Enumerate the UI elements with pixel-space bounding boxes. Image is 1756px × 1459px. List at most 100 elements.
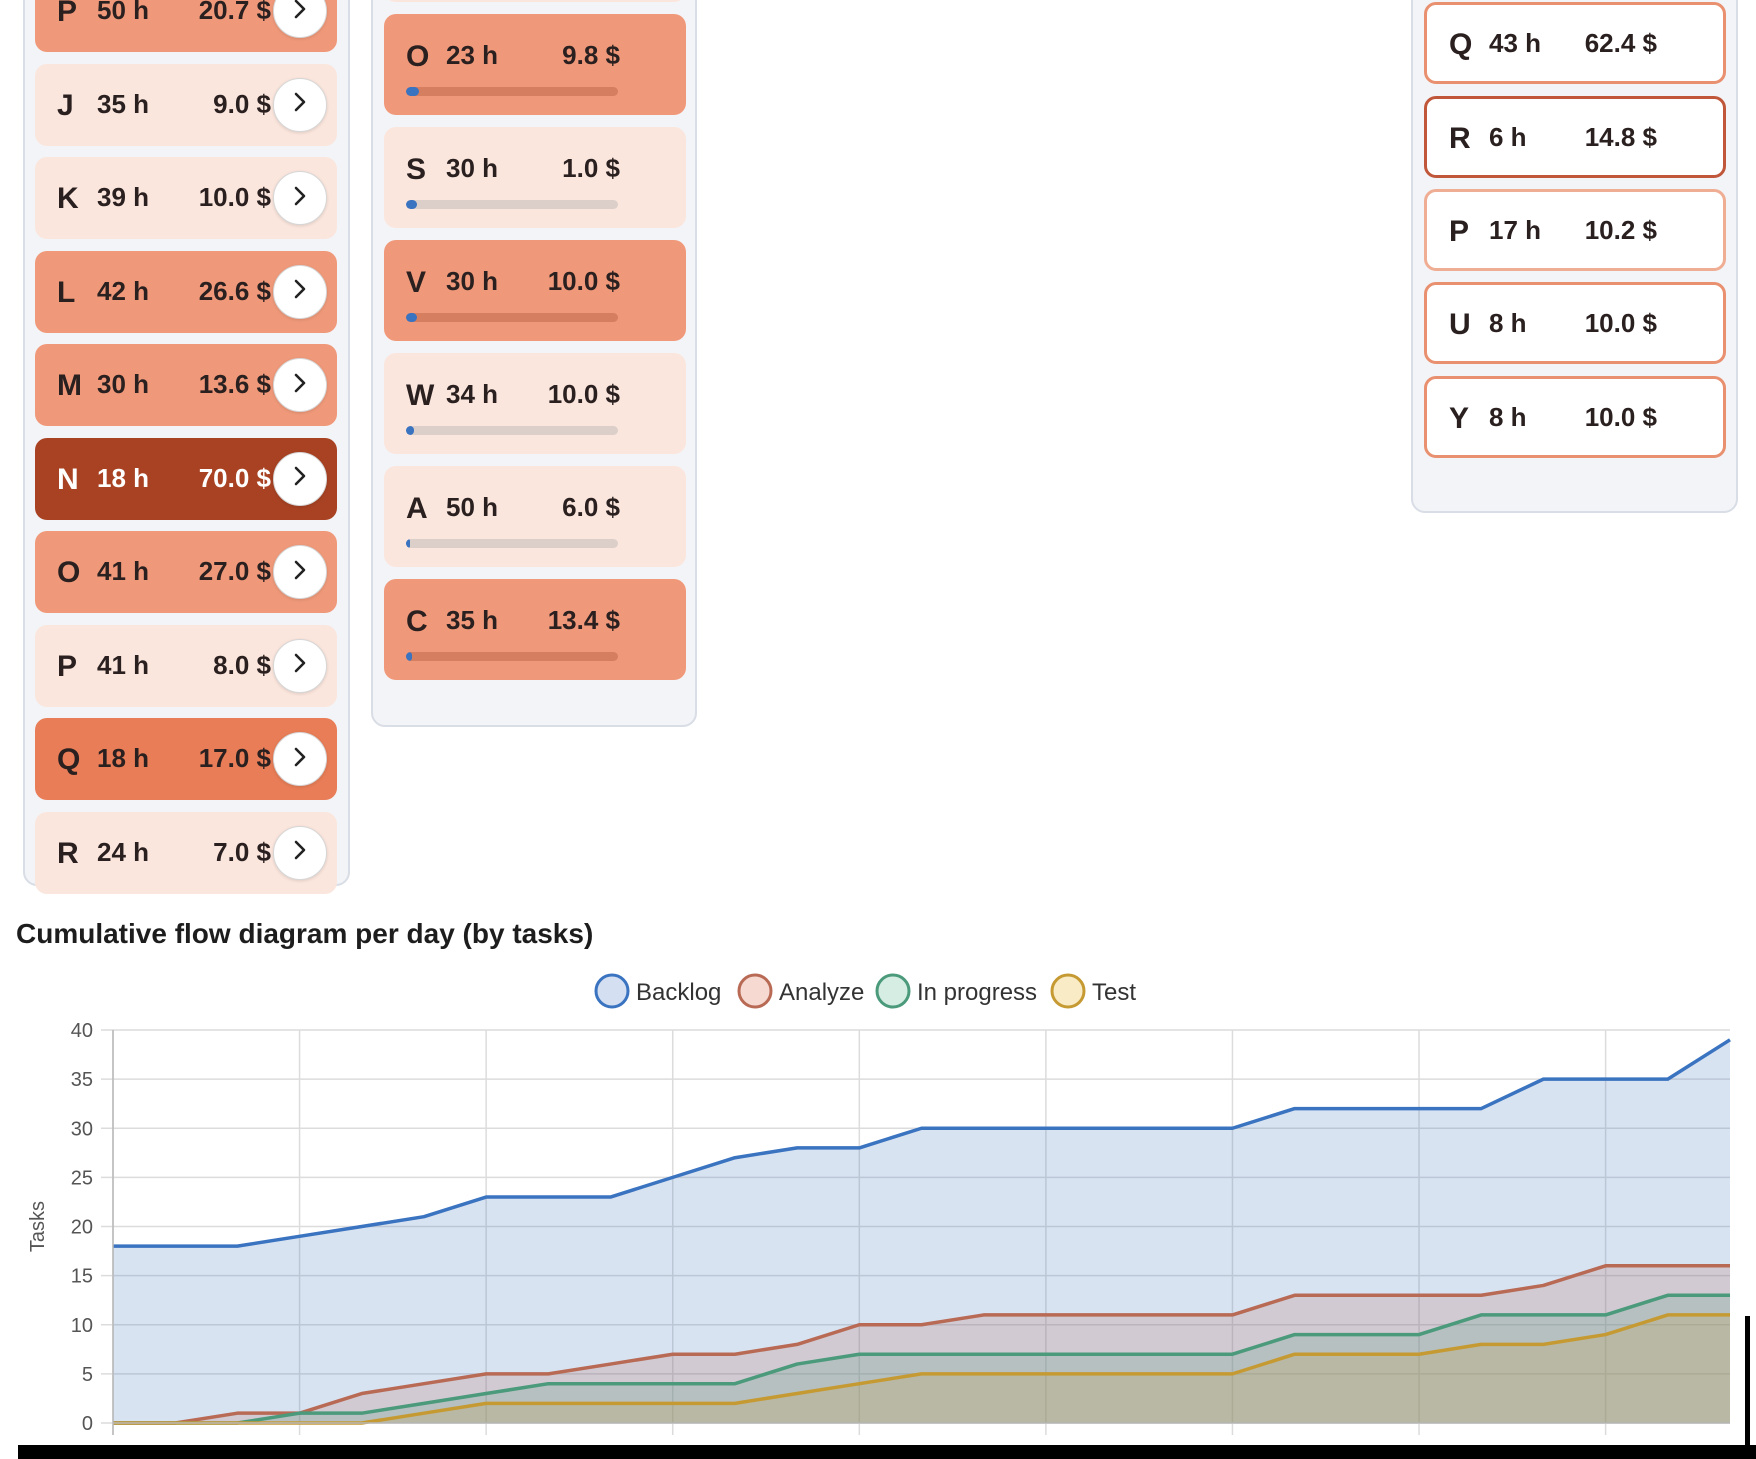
task-letter: Q bbox=[1449, 28, 1473, 62]
task-cost: 17.0 $ bbox=[198, 743, 271, 773]
task-card[interactable]: Q 18 h 17.0 $ bbox=[35, 718, 337, 800]
task-card[interactable]: J 35 h 9.0 $ bbox=[35, 63, 337, 146]
task-card[interactable]: Q 43 h 62.4 $ bbox=[1424, 2, 1726, 85]
task-hours: 41 h bbox=[97, 649, 150, 680]
chevron-right-icon bbox=[291, 276, 309, 307]
open-task-button[interactable] bbox=[273, 77, 327, 132]
task-letter: L bbox=[57, 275, 76, 309]
task-card[interactable]: P 41 h 8.0 $ bbox=[35, 624, 337, 707]
task-card[interactable]: O 41 h 27.0 $ bbox=[35, 531, 337, 613]
y-tick-label: 10 bbox=[71, 1315, 93, 1337]
series-area-test bbox=[113, 1314, 1730, 1423]
task-card[interactable]: A 50 h 6.0 $ bbox=[384, 466, 686, 567]
progress-fill bbox=[406, 200, 417, 209]
legend-label: In progress bbox=[917, 979, 1037, 1006]
chevron-right-icon bbox=[291, 837, 309, 868]
legend-marker bbox=[875, 973, 911, 1009]
series-line-in-progress bbox=[113, 1293, 1730, 1425]
task-card[interactable] bbox=[384, 0, 686, 2]
task-card[interactable]: S 30 h 1.0 $ bbox=[384, 127, 686, 228]
legend-label: Analyze bbox=[779, 979, 864, 1006]
column-panel-3: P31 h20.7 $Q43 h62.4 $R6 h14.8 $P17 h10.… bbox=[1411, 0, 1738, 513]
task-card[interactable]: U 8 h 10.0 $ bbox=[1424, 282, 1726, 365]
chevron-right-icon bbox=[291, 89, 309, 120]
open-task-button[interactable] bbox=[273, 545, 327, 599]
chevron-right-icon bbox=[291, 0, 309, 27]
task-cost: 8.0 $ bbox=[213, 649, 271, 680]
open-task-button[interactable] bbox=[273, 825, 327, 880]
series-line-test bbox=[113, 1313, 1730, 1425]
task-hours: 18 h bbox=[97, 743, 150, 773]
task-letter: C bbox=[406, 605, 428, 638]
chevron-right-icon bbox=[291, 463, 309, 494]
series-area-in-progress bbox=[113, 1295, 1730, 1423]
task-card[interactable]: R 6 h 14.8 $ bbox=[1424, 95, 1726, 178]
task-card[interactable]: O 23 h 9.8 $ bbox=[384, 14, 686, 115]
progress-bar bbox=[406, 313, 618, 322]
open-task-button[interactable] bbox=[273, 0, 327, 38]
open-task-button[interactable] bbox=[273, 171, 327, 225]
task-hours: 34 h bbox=[446, 379, 499, 409]
chevron-right-icon bbox=[291, 183, 309, 214]
legend-label: Backlog bbox=[636, 979, 721, 1006]
task-card[interactable]: W 34 h 10.0 $ bbox=[384, 353, 686, 454]
task-card[interactable]: K 39 h 10.0 $ bbox=[35, 157, 337, 239]
y-tick-label: 25 bbox=[71, 1167, 93, 1189]
task-hours: 30 h bbox=[446, 153, 499, 183]
progress-bar bbox=[406, 426, 618, 435]
task-card[interactable]: V 30 h 10.0 $ bbox=[384, 240, 686, 341]
y-tick-label: 40 bbox=[71, 1020, 93, 1042]
task-hours: 42 h bbox=[97, 275, 150, 306]
cumulative-flow-chart: 0 5 10 15 20 25 30 35 40 Tasks Backlog Analyze In pr… bbox=[27, 973, 1731, 1435]
task-hours: 35 h bbox=[446, 605, 499, 635]
task-card[interactable]: Y 8 h 10.0 $ bbox=[1424, 375, 1726, 458]
series-line-backlog bbox=[113, 1038, 1731, 1248]
task-cost: 70.0 $ bbox=[198, 462, 271, 493]
task-card[interactable]: R 24 h 7.0 $ bbox=[35, 811, 337, 894]
task-cost: 7.0 $ bbox=[213, 836, 271, 867]
task-letter: M bbox=[57, 369, 82, 402]
open-task-button[interactable] bbox=[273, 732, 327, 786]
task-letter: V bbox=[406, 266, 427, 299]
task-letter: P bbox=[57, 0, 78, 28]
task-cost: 13.6 $ bbox=[198, 369, 271, 399]
progress-fill bbox=[406, 539, 411, 548]
task-card[interactable]: C 35 h 13.4 $ bbox=[384, 579, 686, 680]
task-cost: 10.0 $ bbox=[1584, 401, 1657, 432]
task-card[interactable]: M 30 h 13.6 $ bbox=[35, 344, 337, 426]
bottom-edge-bar bbox=[18, 1445, 1756, 1459]
series-area-backlog bbox=[113, 1039, 1730, 1423]
chevron-right-icon bbox=[291, 557, 309, 588]
progress-bar bbox=[406, 200, 618, 209]
task-cost: 6.0 $ bbox=[562, 492, 620, 522]
open-task-button[interactable] bbox=[273, 451, 327, 506]
task-letter: O bbox=[406, 40, 430, 73]
task-hours: 6 h bbox=[1489, 121, 1527, 152]
task-cost: 10.0 $ bbox=[1584, 308, 1657, 339]
task-card[interactable]: P 50 h 20.7 $ bbox=[35, 0, 337, 52]
series-area-analyze bbox=[113, 1265, 1730, 1423]
open-task-button[interactable] bbox=[273, 638, 327, 693]
column-panel-1: P 50 h 20.7 $ J 35 h 9.0 $ K 39 h 10.0 $ L 42 h 26.… bbox=[23, 0, 350, 894]
task-card[interactable]: L 42 h 26.6 $ bbox=[35, 250, 337, 333]
right-edge-bar bbox=[1745, 1316, 1750, 1459]
progress-bar bbox=[406, 652, 618, 661]
task-hours: 8 h bbox=[1489, 401, 1527, 432]
task-letter: U bbox=[1449, 308, 1471, 342]
task-hours: 39 h bbox=[97, 182, 150, 212]
y-tick-label: 30 bbox=[71, 1118, 93, 1140]
open-task-button[interactable] bbox=[273, 358, 327, 412]
task-card[interactable]: P 17 h 10.2 $ bbox=[1424, 188, 1726, 271]
y-tick-label: 20 bbox=[71, 1217, 93, 1239]
task-hours: 30 h bbox=[446, 266, 499, 296]
legend-marker bbox=[594, 973, 630, 1009]
task-cost: 9.8 $ bbox=[562, 40, 620, 70]
task-hours: 50 h bbox=[97, 0, 150, 25]
task-letter: P bbox=[57, 649, 78, 683]
task-cost: 10.2 $ bbox=[1584, 214, 1657, 245]
open-task-button[interactable] bbox=[273, 264, 327, 319]
task-card[interactable]: N 18 h 70.0 $ bbox=[35, 437, 337, 520]
y-axis-label: Tasks bbox=[27, 1201, 49, 1252]
task-hours: 8 h bbox=[1489, 308, 1527, 339]
task-cost: 9.0 $ bbox=[213, 88, 271, 119]
